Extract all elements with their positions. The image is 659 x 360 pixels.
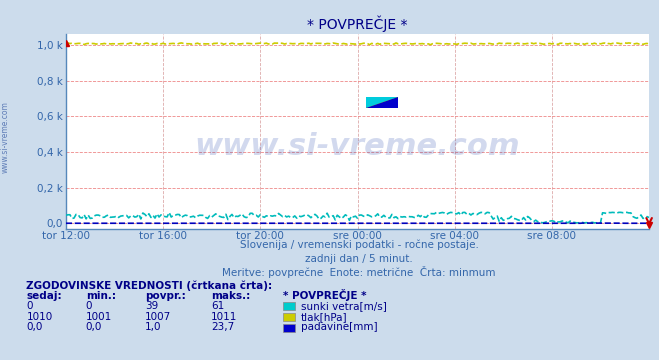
Text: povpr.:: povpr.: [145, 291, 186, 301]
Text: tlak[hPa]: tlak[hPa] [301, 312, 347, 322]
Text: 0: 0 [26, 301, 33, 311]
Text: Meritve: povprečne  Enote: metrične  Črta: minmum: Meritve: povprečne Enote: metrične Črta:… [222, 266, 496, 278]
Text: padavine[mm]: padavine[mm] [301, 323, 377, 333]
Text: 1001: 1001 [86, 312, 112, 322]
Text: 23,7: 23,7 [211, 323, 234, 333]
Text: 0,0: 0,0 [26, 323, 43, 333]
Text: 1,0: 1,0 [145, 323, 161, 333]
Text: 0: 0 [86, 301, 92, 311]
Polygon shape [366, 97, 398, 108]
Polygon shape [366, 97, 398, 108]
Text: zadnji dan / 5 minut.: zadnji dan / 5 minut. [305, 254, 413, 264]
Text: Slovenija / vremenski podatki - ročne postaje.: Slovenija / vremenski podatki - ročne po… [240, 240, 478, 251]
Text: 1010: 1010 [26, 312, 53, 322]
FancyBboxPatch shape [366, 97, 398, 108]
Title: * POVPREČJE *: * POVPREČJE * [307, 15, 408, 32]
Text: 61: 61 [211, 301, 224, 311]
Text: sedaj:: sedaj: [26, 291, 62, 301]
Text: min.:: min.: [86, 291, 116, 301]
Text: www.si-vreme.com: www.si-vreme.com [194, 132, 521, 161]
Text: * POVPREČJE *: * POVPREČJE * [283, 289, 367, 301]
Text: ZGODOVINSKE VREDNOSTI (črtkana črta):: ZGODOVINSKE VREDNOSTI (črtkana črta): [26, 280, 272, 291]
Text: sunki vetra[m/s]: sunki vetra[m/s] [301, 301, 386, 311]
Text: 39: 39 [145, 301, 158, 311]
Text: 0,0: 0,0 [86, 323, 102, 333]
Text: 1011: 1011 [211, 312, 237, 322]
Text: maks.:: maks.: [211, 291, 250, 301]
Text: www.si-vreme.com: www.si-vreme.com [1, 101, 10, 173]
Text: 1007: 1007 [145, 312, 171, 322]
